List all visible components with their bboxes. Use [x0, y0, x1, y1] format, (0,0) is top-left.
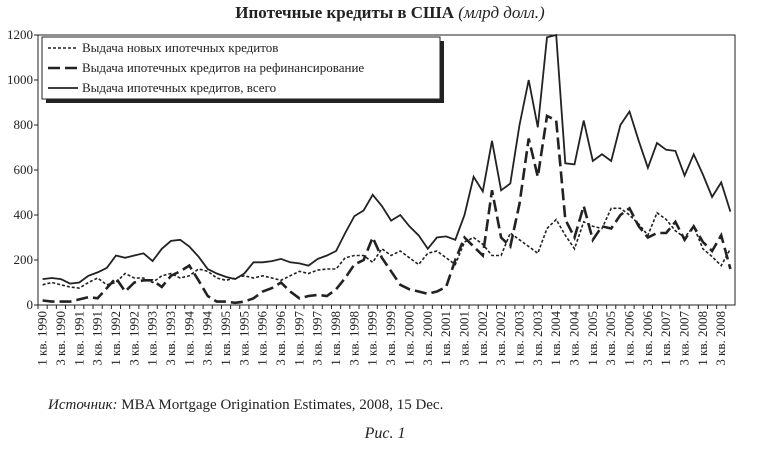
x-tick-label: 3 кв. 1995: [236, 311, 251, 366]
x-tick-label: 3 кв. 2006: [640, 311, 655, 366]
x-tick-label: 3 кв. 2003: [530, 311, 545, 366]
x-tick-label: 3 кв. 1996: [273, 311, 288, 366]
legend-label: Выдача ипотечных кредитов на рефинансиро…: [82, 60, 364, 75]
x-tick-label: 3 кв. 2000: [420, 311, 435, 366]
x-tick-label: 3 кв. 1993: [163, 311, 178, 366]
x-tick-label: 1 кв. 2002: [475, 311, 490, 366]
x-tick-label: 3 кв. 1997: [310, 311, 325, 366]
source: Источник: MBA Mortgage Origination Estim…: [48, 397, 443, 414]
x-tick-label: 3 кв. 1991: [90, 311, 105, 366]
y-tick-label: 600: [14, 162, 34, 177]
x-tick-label: 3 кв. 2005: [603, 311, 618, 366]
legend: [41, 36, 441, 100]
y-tick-label: 1200: [7, 27, 33, 42]
y-tick-label: 200: [14, 252, 34, 267]
x-tick-label: 3 кв. 2002: [493, 311, 508, 366]
x-tick-label: 3 кв. 1999: [383, 311, 398, 366]
y-tick-label: 400: [14, 207, 34, 222]
x-tick-label: 3 кв. 1998: [346, 311, 361, 366]
x-tick-label: 1 кв. 2004: [548, 311, 563, 366]
x-tick-label: 1 кв. 1995: [218, 311, 233, 366]
x-tick-label: 3 кв. 1994: [200, 311, 215, 366]
x-tick-label: 1 кв. 1998: [328, 311, 343, 366]
subtitle: (млрд долл.): [458, 3, 545, 22]
x-tick-label: 1 кв. 1999: [365, 311, 380, 366]
x-tick-label: 1 кв. 1991: [71, 311, 86, 366]
series-line: [42, 114, 732, 305]
series-line: [42, 33, 732, 285]
x-tick-label: 1 кв. 1996: [255, 311, 270, 366]
x-tick-label: 1 кв. 1994: [181, 311, 196, 366]
x-tick-label: 1 кв. 2000: [401, 311, 416, 366]
x-tick-label: 1 кв. 1992: [108, 311, 123, 366]
series-line: [42, 207, 732, 289]
source-label: Источник:: [48, 397, 118, 413]
x-tick-label: 3 кв. 2008: [713, 311, 728, 366]
x-tick-label: 1 кв. 2006: [622, 311, 637, 366]
x-tick-label: 1 кв. 2007: [658, 311, 673, 366]
x-tick-label: 1 кв. 2001: [438, 311, 453, 366]
x-tick-label: 1 кв. 1990: [35, 311, 50, 366]
y-tick-label: 0: [27, 297, 34, 312]
x-tick-label: 1 кв. 2008: [695, 311, 710, 366]
x-tick-label: 1 кв. 1997: [291, 311, 306, 366]
chart-title: Ипотечные кредиты в США (млрд долл.): [235, 3, 545, 22]
source-text: MBA Mortgage Origination Estimates, 2008…: [121, 397, 444, 413]
y-tick-label: 1000: [7, 72, 33, 87]
legend-label: Выдача ипотечных кредитов, всего: [82, 80, 276, 95]
x-tick-label: 3 кв. 2007: [677, 311, 692, 366]
chart: Ипотечные кредиты в США (млрд долл.) 0 20…: [7, 3, 736, 366]
x-tick-label: 3 кв. 2004: [567, 311, 582, 366]
caption: Рис. 1: [364, 425, 406, 442]
x-tick-label: 1 кв. 2003: [511, 311, 526, 366]
title: Ипотечные кредиты в США: [235, 3, 454, 22]
y-tick-label: 800: [14, 117, 34, 132]
x-tick-label: 1 кв. 2005: [585, 311, 600, 366]
x-tick-label: 3 кв. 1992: [126, 311, 141, 366]
x-tick-label: 3 кв. 2001: [456, 311, 471, 366]
legend-label: Выдача новых ипотечных кредитов: [82, 40, 278, 55]
x-tick-label: 1 кв. 1993: [145, 311, 160, 366]
x-tick-label: 3 кв. 1990: [53, 311, 68, 366]
